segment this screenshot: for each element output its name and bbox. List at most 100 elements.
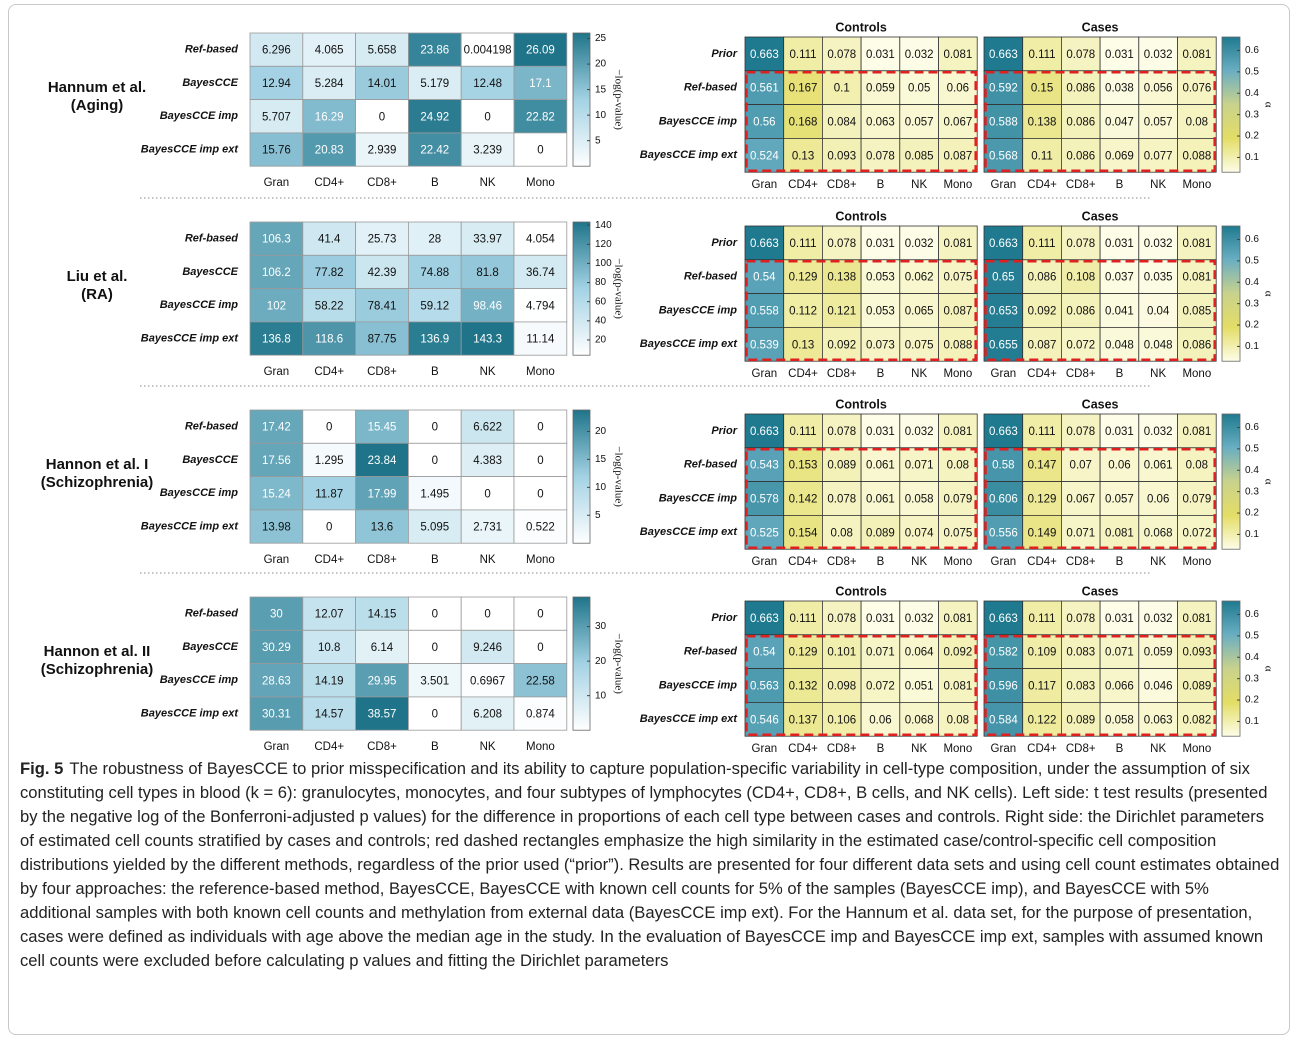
column-label: NK xyxy=(480,366,496,378)
row-label: Prior xyxy=(711,48,737,60)
dataset-label: (RA) xyxy=(81,286,113,303)
cell-value: 0.048 xyxy=(1105,339,1134,351)
heatmap-cell xyxy=(1022,225,1062,261)
column-label: NK xyxy=(480,741,496,753)
cell-value: 0.524 xyxy=(750,150,779,162)
cell-value: 24.92 xyxy=(420,111,449,123)
heatmap-cell xyxy=(744,293,785,328)
cell-value: 0.098 xyxy=(827,681,856,693)
colorbar-tick-label: 0.4 xyxy=(1245,652,1259,663)
cell-value: 0.081 xyxy=(1182,272,1211,284)
cell-value: 36.74 xyxy=(526,267,555,279)
heatmap-cell xyxy=(1177,259,1217,294)
row-label: BayesCCE imp ext xyxy=(640,338,739,350)
dataset-label: Liu et al. xyxy=(67,268,128,285)
column-label: Gran xyxy=(991,179,1017,191)
cell-value: 0.663 xyxy=(750,426,779,438)
heatmap-cell xyxy=(1138,293,1178,328)
heatmap-cell xyxy=(407,696,462,731)
heatmap-title: Cases xyxy=(1082,209,1119,223)
cell-value: 0.149 xyxy=(1028,527,1057,539)
cell-value: 0 xyxy=(432,609,438,621)
heatmap-title: Cases xyxy=(1082,20,1119,34)
cell-value: 12.48 xyxy=(473,78,502,90)
cell-value: 0.092 xyxy=(943,647,972,659)
heatmap-cell xyxy=(513,596,568,631)
cell-value: 0.048 xyxy=(1144,339,1173,351)
heatmap-cell xyxy=(938,225,978,261)
colorbar-tick-label: 10 xyxy=(595,110,607,121)
column-label: NK xyxy=(1150,556,1166,568)
heatmap-cell xyxy=(249,663,304,698)
cell-value: 0.031 xyxy=(1105,238,1134,250)
heatmap-title: Controls xyxy=(835,584,886,598)
heatmap-cell xyxy=(249,99,304,134)
cell-value: 0.032 xyxy=(1144,49,1173,61)
row-label: Ref-based xyxy=(684,271,737,283)
cell-value: 0.168 xyxy=(789,117,818,129)
column-label: CD8+ xyxy=(827,179,857,191)
cell-value: 17.99 xyxy=(368,488,397,500)
heatmap-cell xyxy=(460,65,515,101)
cell-value: 0.592 xyxy=(989,83,1018,95)
cell-value: 74.88 xyxy=(420,267,449,279)
heatmap-cell xyxy=(460,476,515,511)
heatmap-cell xyxy=(249,409,304,444)
column-label: B xyxy=(431,366,439,378)
cell-value: 0.071 xyxy=(1066,527,1095,539)
heatmap-cell xyxy=(1022,293,1062,328)
cell-value: 0 xyxy=(432,642,438,654)
colorbar-label: α xyxy=(1262,102,1274,108)
heatmap-cell xyxy=(1022,481,1062,516)
cell-value: 0.072 xyxy=(1182,527,1211,539)
colorbar-tick-label: 0.5 xyxy=(1245,631,1259,642)
caption: Fig. 5 The robustness of BayesCCE to prio… xyxy=(20,757,1282,973)
heatmap-cell xyxy=(744,668,785,703)
heatmap-cell xyxy=(983,515,1024,550)
cell-value: 5.095 xyxy=(420,522,449,534)
cell-value: 0.057 xyxy=(1105,494,1134,506)
cell-value: 0.54 xyxy=(753,272,776,284)
heatmap-cell xyxy=(938,36,978,72)
cell-value: 0.167 xyxy=(789,83,818,95)
heatmap-cell xyxy=(302,409,356,444)
heatmap-cell xyxy=(744,481,785,516)
heatmap-cell xyxy=(783,634,823,669)
cell-value: 0.06 xyxy=(947,83,969,95)
heatmap-title: Cases xyxy=(1082,584,1119,598)
colorbar-tick-label: 0.6 xyxy=(1245,234,1259,245)
cell-value: 0.073 xyxy=(866,339,895,351)
heatmap-cell xyxy=(513,321,568,356)
heatmap-cell xyxy=(302,221,356,256)
column-label: Gran xyxy=(264,554,290,566)
cell-value: 0.129 xyxy=(789,647,818,659)
cell-value: 0 xyxy=(537,488,543,500)
heatmap-cell xyxy=(407,596,462,631)
heatmap-cell xyxy=(822,600,862,636)
heatmap-cell xyxy=(513,629,568,664)
cell-value: 0.556 xyxy=(989,527,1018,539)
column-label: Mono xyxy=(943,368,972,380)
heatmap-cell xyxy=(1099,447,1140,482)
heatmap-cell xyxy=(1177,515,1217,550)
cell-value: 0.086 xyxy=(1182,339,1211,351)
heatmap-cell xyxy=(938,326,978,362)
column-label: NK xyxy=(911,743,927,755)
cell-value: 0.089 xyxy=(1182,681,1211,693)
cell-value: 0.15 xyxy=(1031,83,1053,95)
cell-value: 0.081 xyxy=(943,681,972,693)
heatmap-cell xyxy=(1061,413,1101,449)
cell-value: 17.42 xyxy=(262,422,291,434)
cell-value: 0 xyxy=(537,642,543,654)
heatmap-cell xyxy=(407,254,462,290)
cell-value: 0.067 xyxy=(943,117,972,129)
column-label: CD8+ xyxy=(1066,556,1096,568)
dataset-label: Hannon et al. II xyxy=(44,643,151,660)
cell-value: 0.153 xyxy=(789,460,818,472)
heatmap-cell xyxy=(1099,293,1140,328)
heatmap-cell xyxy=(460,321,515,356)
colorbar-tick-label: 0.4 xyxy=(1245,277,1259,288)
caption-label: Fig. 5 xyxy=(20,759,64,778)
cell-value: 0.031 xyxy=(1105,426,1134,438)
colorbar-tick-label: 80 xyxy=(595,277,607,288)
